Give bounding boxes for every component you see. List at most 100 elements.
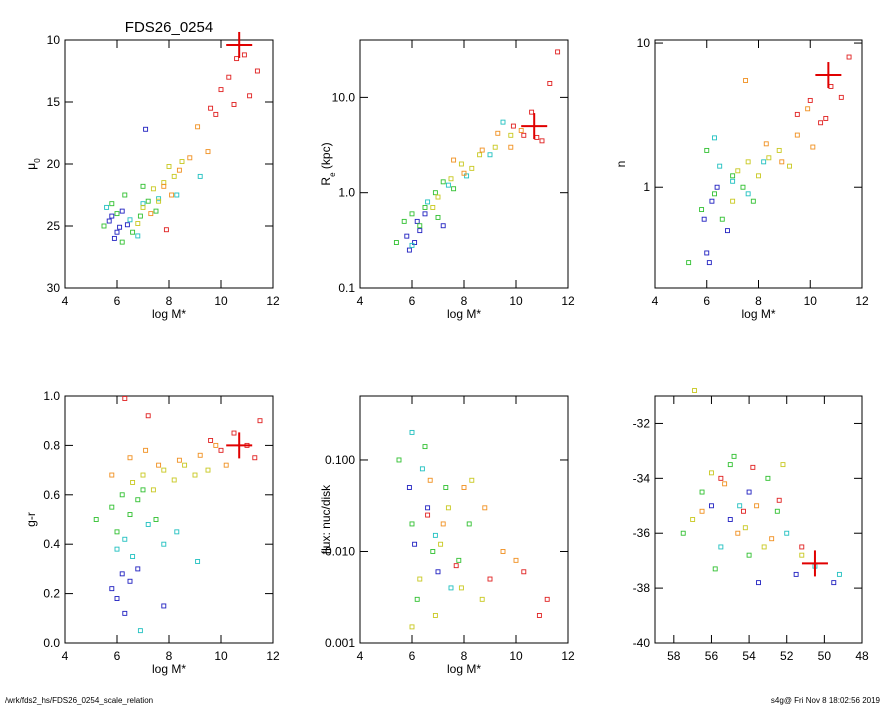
point bbox=[143, 126, 149, 132]
point bbox=[712, 191, 717, 197]
point bbox=[799, 544, 805, 550]
point bbox=[156, 462, 162, 468]
footer-stamp: s4g@ Fri Nov 8 18:02:56 2019 bbox=[771, 696, 881, 705]
y-axis-label-part: g-r bbox=[24, 512, 38, 527]
point bbox=[555, 49, 561, 55]
point bbox=[174, 192, 180, 198]
point bbox=[784, 530, 790, 536]
point bbox=[130, 480, 136, 485]
x-tick-label: 6 bbox=[703, 294, 710, 308]
point bbox=[406, 485, 412, 490]
point bbox=[769, 536, 775, 542]
point bbox=[712, 566, 718, 572]
point bbox=[218, 447, 224, 453]
x-tick-label: 10 bbox=[214, 294, 228, 308]
point bbox=[692, 388, 697, 393]
y-axis-label: n bbox=[614, 161, 628, 168]
point bbox=[176, 457, 182, 463]
chart-title: FDS26_0254 bbox=[125, 19, 213, 36]
point bbox=[241, 52, 247, 58]
point bbox=[464, 173, 470, 179]
point bbox=[508, 144, 514, 150]
y-tick-label: 1.0 bbox=[43, 389, 60, 403]
point bbox=[438, 541, 444, 547]
y-tick-label: 20 bbox=[47, 157, 61, 171]
y-axis-label: Re (kpc) bbox=[319, 142, 337, 185]
point bbox=[730, 198, 736, 204]
point bbox=[412, 240, 418, 245]
x-tick-label: 52 bbox=[780, 649, 794, 663]
y-tick-label: 10 bbox=[637, 36, 651, 50]
point bbox=[430, 205, 436, 210]
point bbox=[735, 168, 741, 174]
point bbox=[699, 489, 705, 495]
point bbox=[205, 467, 211, 473]
point bbox=[846, 54, 852, 60]
point bbox=[114, 211, 120, 217]
point bbox=[836, 571, 842, 577]
point bbox=[750, 198, 756, 204]
point bbox=[163, 227, 169, 233]
point bbox=[109, 504, 115, 510]
point bbox=[197, 452, 203, 458]
panel: 4 6 8 10 12 0.001 0.010 0.100 log M* flux: nuc/di… bbox=[319, 395, 575, 676]
point bbox=[143, 447, 149, 453]
point bbox=[150, 487, 156, 493]
y-tick-label: -32 bbox=[633, 416, 651, 430]
point bbox=[425, 505, 431, 511]
point bbox=[469, 477, 475, 483]
y-axis-label: μ0 bbox=[24, 158, 42, 170]
point bbox=[153, 208, 159, 214]
x-tick-label: 10 bbox=[509, 294, 523, 308]
point bbox=[482, 505, 488, 511]
point bbox=[114, 596, 120, 601]
point bbox=[536, 613, 542, 618]
point bbox=[417, 576, 423, 582]
x-tick-label: 6 bbox=[114, 649, 121, 663]
y-tick-label: 25 bbox=[47, 219, 61, 233]
point bbox=[456, 557, 462, 563]
point bbox=[435, 194, 441, 200]
panel: 4 6 8 10 12 10 15 20 25 30 log M* μ0 FDS26_0254 bbox=[24, 19, 280, 321]
x-tick-label: 10 bbox=[509, 649, 523, 663]
point bbox=[145, 521, 151, 527]
point bbox=[148, 211, 154, 217]
point bbox=[458, 585, 464, 591]
point bbox=[417, 228, 423, 234]
point bbox=[686, 260, 692, 266]
point bbox=[818, 120, 824, 126]
point bbox=[409, 624, 415, 630]
point bbox=[145, 413, 151, 419]
point bbox=[794, 111, 800, 117]
point bbox=[495, 130, 501, 136]
point bbox=[161, 541, 167, 547]
point bbox=[487, 576, 493, 582]
point bbox=[432, 190, 438, 196]
point bbox=[140, 487, 146, 493]
point bbox=[699, 207, 705, 213]
point bbox=[171, 173, 177, 179]
x-tick-label: 56 bbox=[705, 649, 719, 663]
point bbox=[807, 97, 813, 103]
point bbox=[119, 208, 125, 214]
point bbox=[119, 492, 125, 498]
y-tick-label: -34 bbox=[633, 471, 651, 485]
x-tick-label: 48 bbox=[855, 649, 869, 663]
point bbox=[717, 163, 723, 169]
point bbox=[109, 213, 115, 219]
point bbox=[425, 199, 431, 205]
y-tick-label: 0.2 bbox=[43, 587, 60, 601]
point bbox=[213, 442, 219, 448]
point bbox=[510, 123, 516, 129]
footer-path: /wrk/fds2_hs/FDS26_0254_scale_relation bbox=[5, 696, 153, 705]
point bbox=[122, 536, 128, 542]
point bbox=[727, 517, 733, 522]
point bbox=[409, 242, 415, 248]
point bbox=[479, 596, 485, 602]
point bbox=[135, 233, 141, 239]
point bbox=[197, 173, 203, 179]
y-tick-label: 0.100 bbox=[325, 453, 355, 467]
point bbox=[106, 218, 112, 224]
point bbox=[422, 205, 428, 210]
x-axis-label: log M* bbox=[447, 307, 481, 321]
